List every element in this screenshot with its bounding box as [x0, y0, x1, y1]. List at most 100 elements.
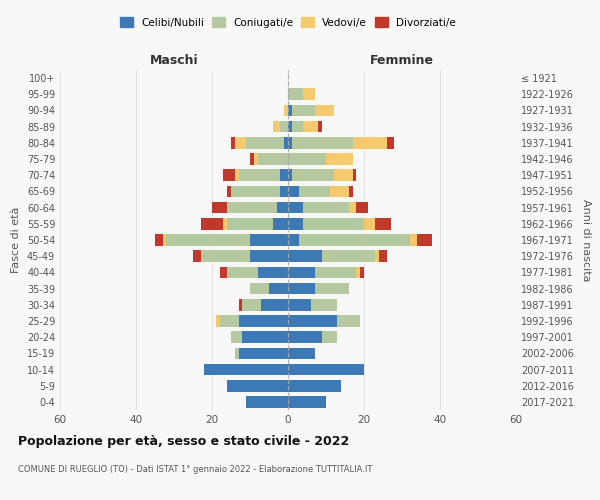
- Bar: [227, 266, 257, 278]
- Bar: [235, 137, 246, 148]
- Bar: [379, 250, 387, 262]
- Bar: [231, 137, 235, 148]
- Bar: [242, 299, 262, 310]
- Bar: [273, 218, 288, 230]
- Bar: [227, 186, 231, 198]
- Bar: [311, 299, 337, 310]
- Bar: [303, 218, 364, 230]
- Bar: [254, 153, 257, 165]
- Bar: [360, 266, 364, 278]
- Text: Femmine: Femmine: [370, 54, 434, 67]
- Bar: [353, 170, 356, 181]
- Bar: [227, 202, 277, 213]
- Bar: [353, 137, 387, 148]
- Bar: [322, 250, 376, 262]
- Bar: [250, 234, 288, 246]
- Bar: [387, 137, 394, 148]
- Bar: [216, 315, 220, 327]
- Bar: [193, 250, 200, 262]
- Bar: [227, 380, 288, 392]
- Bar: [288, 282, 314, 294]
- Bar: [246, 137, 284, 148]
- Bar: [288, 396, 326, 407]
- Bar: [239, 170, 280, 181]
- Bar: [242, 332, 288, 343]
- Legend: Celibi/Nubili, Coniugati/e, Vedovi/e, Divorziati/e: Celibi/Nubili, Coniugati/e, Vedovi/e, Di…: [120, 18, 456, 28]
- Bar: [288, 186, 299, 198]
- Bar: [200, 218, 223, 230]
- Bar: [239, 315, 288, 327]
- Bar: [280, 170, 288, 181]
- Bar: [288, 234, 299, 246]
- Bar: [155, 234, 163, 246]
- Bar: [280, 121, 288, 132]
- Bar: [250, 153, 254, 165]
- Bar: [303, 88, 314, 100]
- Bar: [299, 234, 410, 246]
- Bar: [288, 315, 337, 327]
- Bar: [417, 234, 433, 246]
- Bar: [326, 153, 353, 165]
- Bar: [292, 104, 314, 117]
- Bar: [288, 121, 292, 132]
- Bar: [288, 380, 341, 392]
- Bar: [292, 170, 334, 181]
- Bar: [349, 186, 353, 198]
- Bar: [376, 218, 391, 230]
- Bar: [303, 121, 319, 132]
- Bar: [288, 250, 322, 262]
- Bar: [200, 250, 250, 262]
- Bar: [288, 266, 314, 278]
- Text: COMUNE DI RUEGLIO (TO) - Dati ISTAT 1° gennaio 2022 - Elaborazione TUTTITALIA.IT: COMUNE DI RUEGLIO (TO) - Dati ISTAT 1° g…: [18, 465, 373, 474]
- Bar: [239, 299, 242, 310]
- Bar: [288, 218, 303, 230]
- Bar: [288, 364, 364, 376]
- Bar: [273, 121, 280, 132]
- Bar: [292, 137, 353, 148]
- Bar: [356, 266, 360, 278]
- Bar: [314, 282, 349, 294]
- Bar: [257, 153, 288, 165]
- Bar: [220, 315, 239, 327]
- Bar: [319, 121, 322, 132]
- Bar: [223, 170, 235, 181]
- Bar: [334, 170, 353, 181]
- Bar: [246, 396, 288, 407]
- Bar: [288, 104, 292, 117]
- Bar: [269, 282, 288, 294]
- Bar: [288, 202, 303, 213]
- Bar: [288, 299, 311, 310]
- Bar: [250, 250, 288, 262]
- Bar: [288, 88, 303, 100]
- Bar: [231, 186, 280, 198]
- Bar: [239, 348, 288, 359]
- Bar: [257, 266, 288, 278]
- Bar: [284, 137, 288, 148]
- Bar: [349, 202, 356, 213]
- Bar: [299, 186, 330, 198]
- Bar: [337, 315, 360, 327]
- Bar: [288, 332, 322, 343]
- Bar: [166, 234, 250, 246]
- Bar: [288, 348, 314, 359]
- Text: Popolazione per età, sesso e stato civile - 2022: Popolazione per età, sesso e stato civil…: [18, 435, 349, 448]
- Bar: [284, 104, 288, 117]
- Bar: [314, 104, 334, 117]
- Bar: [330, 186, 349, 198]
- Bar: [303, 202, 349, 213]
- Bar: [163, 234, 166, 246]
- Bar: [288, 153, 326, 165]
- Bar: [205, 364, 288, 376]
- Bar: [235, 170, 239, 181]
- Bar: [292, 121, 303, 132]
- Bar: [364, 218, 376, 230]
- Bar: [220, 266, 227, 278]
- Bar: [280, 186, 288, 198]
- Text: Maschi: Maschi: [149, 54, 199, 67]
- Bar: [223, 218, 227, 230]
- Bar: [235, 348, 239, 359]
- Y-axis label: Fasce di età: Fasce di età: [11, 207, 21, 273]
- Bar: [231, 332, 242, 343]
- Bar: [322, 332, 337, 343]
- Bar: [314, 266, 356, 278]
